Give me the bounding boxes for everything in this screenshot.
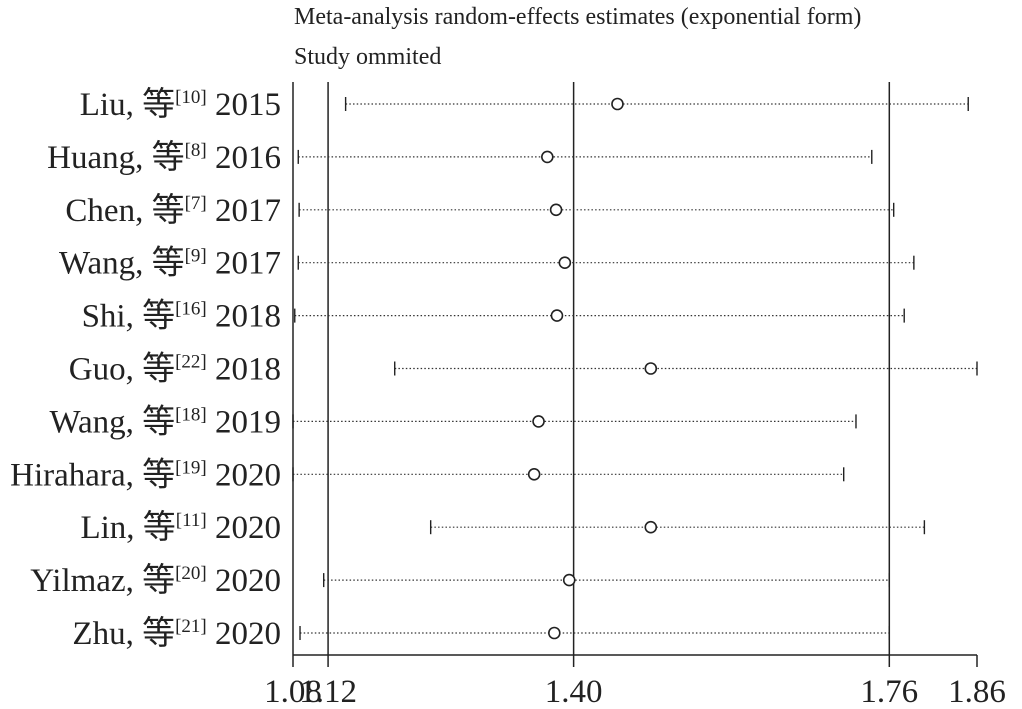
study-ref: [11] [176,510,207,531]
study-author: Shi, 等 [82,298,176,335]
study-ref: [22] [175,352,207,373]
study-label: Guo, 等[22] 2018 [69,351,281,388]
chart-subtitle: Study ommited [294,44,441,70]
study-year: 2020 [207,457,281,493]
study-label: Yilmaz, 等[20] 2020 [30,562,281,599]
study-ref: [20] [175,563,207,584]
study-author: Zhu, 等 [72,615,175,652]
point-estimate [644,520,658,534]
study-author: Liu, 等 [80,86,175,123]
point-estimate [541,150,554,164]
study-label: Shi, 等[16] 2018 [82,298,281,335]
study-author: Wang, 等 [49,403,175,440]
study-year: 2018 [207,299,281,335]
study-ref: [8] [185,140,207,161]
point-estimate [550,309,564,322]
study-ref: [18] [175,404,207,425]
study-label: Liu, 等[10] 2015 [80,86,281,123]
study-author: Huang, 等 [47,139,184,176]
study-ref: [16] [175,299,207,320]
study-year: 2019 [207,404,281,440]
study-author: Lin, 等 [80,509,175,546]
x-tick-label: 1.08 [264,674,322,709]
plot-area: 1.081.12 1.40 1.76 1.86 Liu, 等[10] 2015 Huang… [10,82,1006,709]
point-estimate [558,256,572,270]
point-estimate [562,573,576,587]
study-author: Yilmaz, 等 [30,562,175,599]
study-label: Hirahara, 等[19] 2020 [10,456,281,493]
study-label: Wang, 等[9] 2017 [59,245,281,282]
point-estimate [644,362,658,375]
x-tick-label: 1.76 [860,674,918,709]
study-label: Lin, 等[11] 2020 [80,509,281,546]
study-ref: [10] [175,87,207,108]
study-year: 2017 [207,246,281,282]
study-label: Zhu, 等[21] 2020 [72,615,281,652]
study-label: Chen, 等[7] 2017 [65,192,281,229]
study-author: Wang, 等 [59,245,185,282]
study-year: 2020 [207,616,281,652]
chart-title: Meta-analysis random-effects estimates (… [294,4,861,30]
study-author: Hirahara, 等 [10,456,175,493]
study-ref: [19] [175,457,207,478]
x-tick-label: 1.12 [299,674,357,709]
study-ref: [7] [185,193,207,214]
point-estimate [549,203,563,217]
study-author: Guo, 等 [69,351,175,388]
point-estimate [532,415,545,428]
study-ref: [9] [185,246,207,267]
study-year: 2018 [207,352,281,388]
study-year: 2017 [207,193,281,229]
study-year: 2015 [207,87,281,123]
x-tick-label: 1.40 [545,674,603,709]
study-year: 2020 [207,563,281,599]
point-estimate [527,467,541,481]
x-tick-label: 1.86 [948,674,1006,709]
study-author: Chen, 等 [65,192,184,229]
study-label: Wang, 等[18] 2019 [49,403,281,440]
point-estimate [548,626,561,640]
study-year: 2016 [207,140,281,176]
study-ref: [21] [175,616,207,637]
study-label: Huang, 等[8] 2016 [47,139,281,176]
study-year: 2020 [207,510,281,546]
point-estimate [611,97,624,111]
